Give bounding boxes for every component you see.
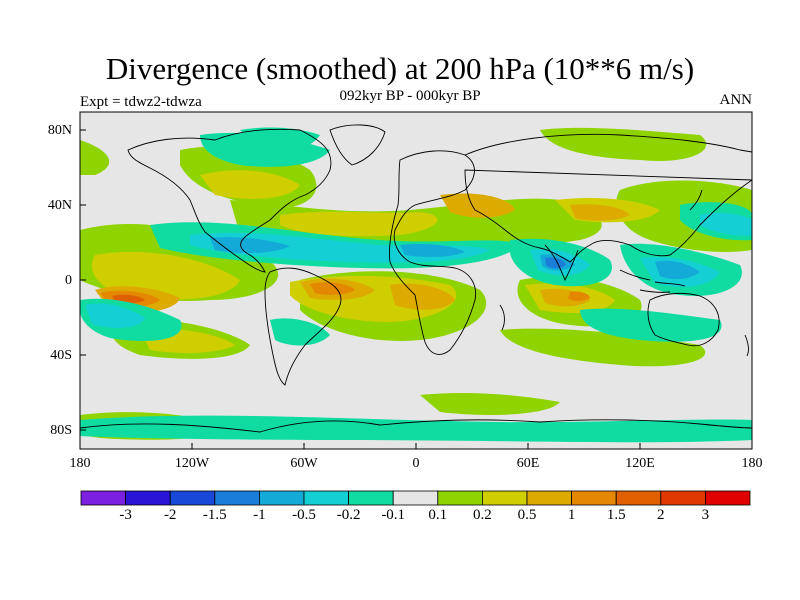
lon-label: 180 — [69, 456, 91, 471]
lon-label: 120W — [174, 456, 210, 471]
field-region — [440, 193, 515, 218]
field-region — [568, 291, 590, 301]
chart-subtitle: 092kyr BP - 000kyr BP — [339, 88, 481, 104]
colorbar-label: 0.1 — [428, 507, 448, 523]
colorbar-label: -1.5 — [202, 507, 227, 523]
coastline — [264, 267, 342, 386]
colorbar-swatch — [571, 490, 617, 506]
colorbar-swatch — [437, 490, 483, 506]
colorbar-label: -0.5 — [292, 507, 316, 523]
coastline — [499, 304, 505, 331]
lon-label: 120E — [625, 456, 655, 471]
field-region — [700, 212, 752, 236]
colorbar-swatch — [258, 490, 305, 506]
colorbar-label: 1.5 — [606, 507, 626, 523]
coastline — [464, 133, 752, 263]
colorbar-swatch — [705, 490, 751, 506]
coastline — [329, 124, 386, 166]
colorbar-label: 2 — [657, 507, 665, 523]
colorbar — [80, 490, 751, 506]
coastline — [744, 334, 749, 357]
colorbar-label: 0.5 — [517, 507, 537, 523]
colorbar-swatch — [214, 490, 260, 506]
experiment-label: Expt = tdwz2-tdwza — [80, 94, 202, 110]
lat-label: 40S — [50, 348, 72, 363]
colorbar-label: -2 — [163, 507, 177, 523]
coastline — [647, 292, 720, 347]
field-region — [655, 260, 700, 280]
coastline — [127, 128, 332, 273]
colorbar-label: 1 — [567, 507, 576, 523]
colorbar-swatch — [392, 490, 439, 506]
field-region — [570, 204, 630, 221]
colorbar-swatch — [80, 490, 126, 506]
colorbar-swatch — [481, 490, 528, 506]
colorbar-swatch — [615, 490, 662, 506]
field-region — [310, 282, 355, 295]
axis-ticks — [79, 129, 753, 449]
colorbar-label: -3 — [119, 507, 132, 523]
lon-label: 0 — [412, 456, 420, 471]
colorbar-swatch — [169, 490, 216, 506]
field-region — [540, 127, 707, 161]
lat-label: 40N — [47, 198, 72, 213]
field-region — [420, 392, 560, 415]
lon-label: 60W — [290, 456, 318, 471]
chart-title: Divergence (smoothed) at 200 hPa (10**6 … — [105, 51, 695, 86]
colorbar-label: 3 — [701, 507, 710, 523]
coastline — [544, 244, 579, 282]
field-region — [240, 127, 320, 152]
coastline — [80, 419, 752, 433]
field-region — [390, 283, 455, 310]
field-region — [270, 318, 330, 346]
colorbar-swatch — [303, 490, 349, 506]
colorbar-swatch — [660, 490, 706, 506]
field-region — [545, 257, 566, 269]
lon-label: 60E — [516, 456, 540, 471]
colorbar-label: -0.2 — [336, 507, 361, 523]
field-region — [80, 140, 110, 175]
coastline — [619, 269, 686, 293]
season-label: ANN — [719, 92, 753, 108]
colorbar-swatch — [526, 490, 572, 506]
colorbar-label: -1 — [253, 507, 266, 523]
field-region — [580, 308, 722, 342]
field-region — [200, 170, 300, 199]
field-region — [210, 237, 290, 254]
lat-label: 80N — [47, 123, 72, 138]
lon-label: 180 — [741, 456, 763, 471]
field-region — [80, 415, 752, 443]
field-region — [85, 303, 145, 328]
field-region — [400, 243, 465, 257]
lat-label: 80S — [50, 423, 72, 438]
coastline — [689, 189, 703, 211]
lat-label: 0 — [65, 273, 72, 288]
colorbar-swatch — [125, 490, 171, 506]
colorbar-label: -0.1 — [381, 507, 406, 523]
coastlines — [80, 124, 752, 433]
field-region — [280, 211, 438, 237]
colorbar-label: 0.2 — [473, 507, 492, 523]
colorbar-swatch — [348, 490, 394, 506]
coastline — [389, 150, 477, 355]
divergence-fields — [80, 127, 752, 443]
